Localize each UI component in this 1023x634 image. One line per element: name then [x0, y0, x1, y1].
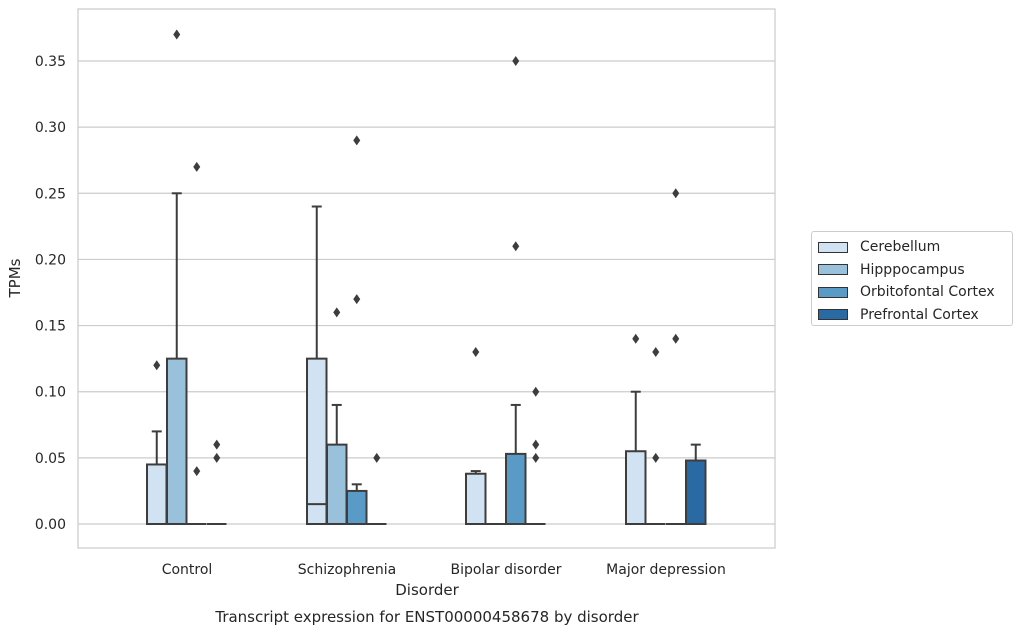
outlier-point	[672, 188, 680, 199]
box-body	[146, 463, 168, 526]
outlier-point	[213, 452, 221, 463]
legend-item-cerebellum: Cerebellum	[818, 236, 1012, 259]
y-tick-label: 0.20	[35, 252, 66, 268]
outlier-point	[652, 347, 660, 358]
outlier-point	[153, 360, 161, 371]
outlier-point	[532, 452, 540, 463]
box-hipppocampus-schizophrenia	[326, 403, 348, 525]
box-hipppocampus-control	[166, 192, 188, 525]
box-body	[166, 357, 188, 525]
outlier-point	[213, 439, 221, 450]
outlier-point	[353, 294, 361, 305]
y-tick-label: 0.30	[35, 120, 66, 136]
y-tick-label: 0.25	[35, 186, 66, 202]
grid-layer	[78, 60, 775, 525]
outlier-point	[512, 241, 520, 252]
chart-title: Transcript expression for ENST0000045867…	[214, 608, 639, 626]
box-body	[625, 450, 647, 525]
legend-item-prefrontal-cortex: Prefrontal Cortex	[818, 304, 1012, 327]
box-cerebellum-control	[146, 430, 168, 526]
legend: Cerebellum Hipppocampus Orbitofontal Cor…	[811, 231, 1013, 326]
outlier-point	[672, 333, 680, 344]
legend-label-cerebellum: Cerebellum	[860, 239, 941, 256]
legend-item-hippocampus: Hipppocampus	[818, 259, 1012, 282]
outliers-layer	[153, 29, 680, 477]
legend-label-hippocampus: Hipppocampus	[860, 261, 965, 278]
x-tick-labels: Control Schizophrenia Bipolar disorder Majo…	[162, 562, 726, 578]
box-cerebellum-major-depression	[625, 390, 647, 525]
legend-swatch-prefrontal-cortex	[818, 309, 848, 321]
boxes-layer	[146, 192, 707, 526]
y-tick-label: 0.05	[35, 451, 66, 467]
legend-swatch-hippocampus	[818, 264, 848, 276]
box-body	[505, 452, 527, 526]
y-axis-label: TPMs	[6, 258, 24, 298]
box-body	[465, 472, 487, 525]
x-tick-label: Schizophrenia	[298, 562, 396, 578]
outlier-point	[193, 466, 201, 477]
box-prefrontal-cortex-major-depression	[685, 443, 707, 526]
legend-label-prefrontal-cortex: Prefrontal Cortex	[860, 306, 979, 323]
outlier-point	[353, 135, 361, 146]
outlier-point	[193, 161, 201, 172]
legend-item-orbitofrontal-cortex: Orbitofontal Cortex	[818, 281, 1012, 304]
x-tick-label: Major depression	[606, 562, 726, 578]
outlier-point	[652, 452, 660, 463]
y-tick-label: 0.15	[35, 319, 66, 335]
y-tick-labels: 0.00 0.05 0.10 0.15 0.20 0.25 0.30 0.35	[35, 54, 66, 533]
box-body	[685, 459, 707, 526]
outlier-point	[632, 333, 640, 344]
x-tick-label: Bipolar disorder	[450, 562, 561, 578]
legend-label-orbitofrontal-cortex: Orbitofontal Cortex	[860, 284, 995, 301]
box-body	[306, 357, 328, 525]
box-orbitofontal-cortex-bipolar-disorder	[505, 403, 527, 526]
outlier-point	[173, 29, 181, 40]
x-axis-label: Disorder	[395, 581, 459, 599]
outlier-point	[512, 56, 520, 66]
box-cerebellum-bipolar-disorder	[465, 470, 487, 525]
y-tick-label: 0.35	[35, 54, 66, 70]
outlier-point	[472, 347, 480, 358]
box-body	[346, 489, 368, 525]
outlier-point	[333, 307, 341, 318]
y-tick-label: 0.00	[35, 517, 66, 533]
legend-swatch-cerebellum	[818, 241, 848, 253]
box-orbitofontal-cortex-schizophrenia	[346, 483, 368, 525]
outlier-point	[532, 386, 540, 397]
legend-swatch-orbitofrontal-cortex	[818, 286, 848, 298]
plot-frame	[77, 8, 776, 549]
box-body	[326, 443, 348, 525]
outlier-point	[532, 439, 540, 450]
outlier-point	[373, 452, 381, 463]
box-cerebellum-schizophrenia	[306, 205, 328, 525]
y-tick-label: 0.10	[35, 385, 66, 401]
x-tick-label: Control	[162, 562, 213, 578]
